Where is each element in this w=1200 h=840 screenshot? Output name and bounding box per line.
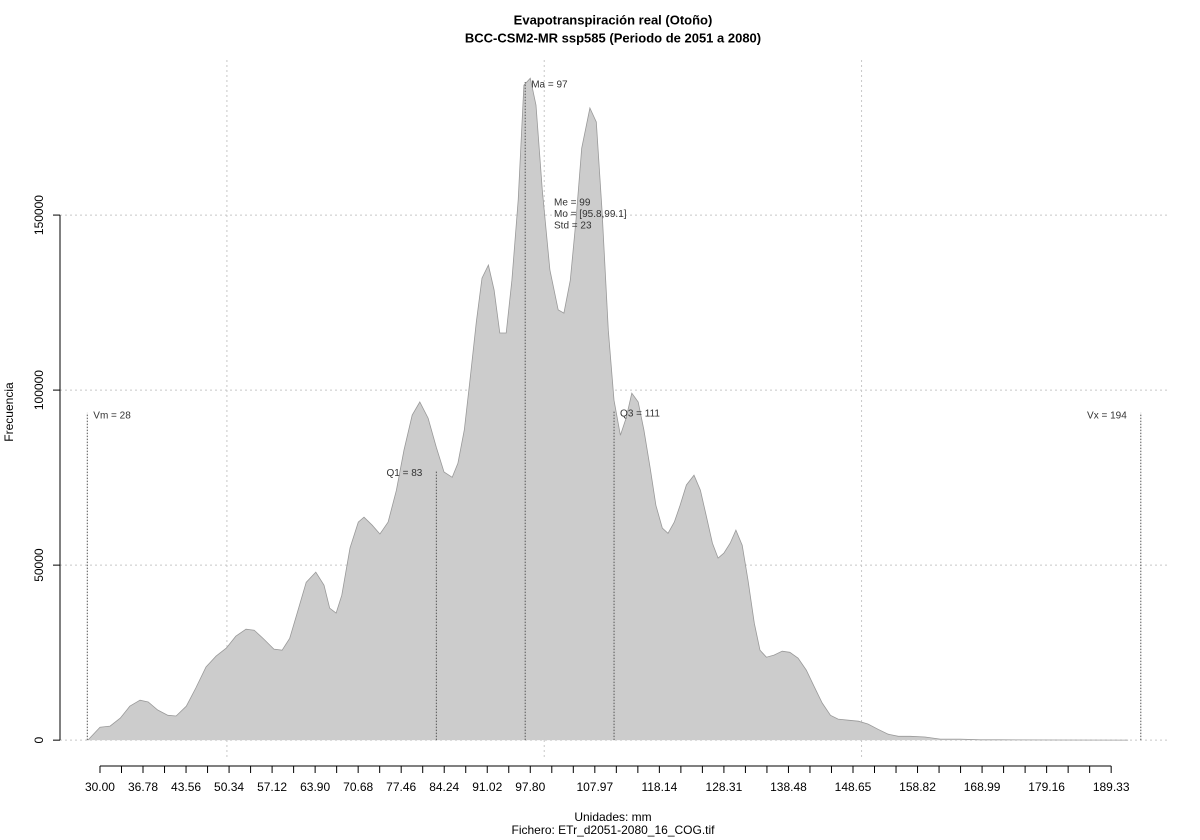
y-tick-label: 0	[32, 736, 46, 743]
x-axis-label: Unidades: mm	[574, 810, 651, 824]
x-tick-label: 43.56	[171, 780, 201, 794]
x-tick-label: 128.31	[706, 780, 743, 794]
reference-label: Q3 = 111	[620, 409, 660, 420]
x-tick-label: 158.82	[899, 780, 936, 794]
chart-title: Evapotranspiración real (Otoño)	[514, 12, 713, 27]
y-tick-label: 150000	[32, 195, 46, 235]
x-tick-label: 189.33	[1093, 780, 1130, 794]
x-tick-label: 168.99	[964, 780, 1001, 794]
x-tick-label: 138.48	[770, 780, 807, 794]
x-tick-label: 148.65	[835, 780, 872, 794]
x-tick-label: 97.80	[515, 780, 545, 794]
caption: Fichero: ETr_d2051-2080_16_COG.tif	[512, 823, 716, 837]
x-tick-label: 77.46	[386, 780, 416, 794]
stats-label: Mo = [95.8,99.1]	[554, 209, 627, 220]
x-tick-label: 63.90	[300, 780, 330, 794]
x-tick-label: 84.24	[429, 780, 459, 794]
x-tick-label: 70.68	[343, 780, 373, 794]
stats-label: Me = 99	[554, 198, 591, 209]
x-tick-label: 107.97	[576, 780, 613, 794]
area-outline	[87, 77, 1129, 741]
x-tick-label: 118.14	[641, 780, 677, 794]
reference-label: Vx = 194	[1087, 410, 1127, 421]
chart-subtitle: BCC-CSM2-MR ssp585 (Periodo de 2051 a 20…	[465, 30, 761, 45]
reference-label: Ma = 97	[531, 80, 568, 91]
area	[87, 78, 1129, 741]
x-tick-label: 36.78	[128, 780, 158, 794]
x-tick-label: 57.12	[257, 780, 287, 794]
x-tick-label: 30.00	[85, 780, 115, 794]
y-tick-label: 100000	[32, 370, 46, 410]
stats-label: Std = 23	[554, 221, 592, 232]
y-axis-label: Frecuencia	[2, 382, 16, 442]
y-tick-label: 50000	[32, 548, 46, 582]
x-tick-label: 50.34	[214, 780, 244, 794]
reference-label: Vm = 28	[93, 410, 131, 421]
x-tick-label: 179.16	[1028, 780, 1065, 794]
x-tick-label: 91.02	[472, 780, 502, 794]
reference-label: Q1 = 83	[386, 468, 422, 479]
